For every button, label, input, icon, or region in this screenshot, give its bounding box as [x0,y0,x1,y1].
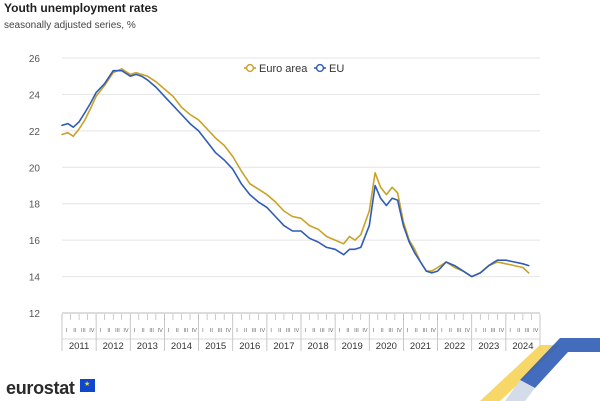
x-tick-label-quarter: II [381,328,385,334]
x-tick-label-quarter: I [66,328,68,334]
x-tick-label-quarter: II [449,328,453,334]
x-tick-label-quarter: IV [499,328,505,334]
x-tick-label-year: 2023 [478,341,499,352]
y-tick-label: 18 [29,200,41,211]
x-tick-label-year: 2012 [103,341,124,352]
x-tick-label-quarter: I [407,328,409,334]
x-tick-label-quarter: III [81,328,86,334]
x-tick-label-quarter: II [73,328,77,334]
x-tick-label-quarter: I [509,328,511,334]
x-tick-label-year: 2022 [444,341,465,352]
x-tick-label-quarter: III [388,328,393,334]
series-line-euro-area [62,69,529,277]
eurostat-logo: eurostat [6,378,75,399]
x-tick-label-year: 2017 [273,341,294,352]
x-tick-label-quarter: IV [465,328,471,334]
x-tick-label-quarter: II [415,328,419,334]
x-tick-label-quarter: IV [89,328,95,334]
y-tick-label: 14 [29,273,41,284]
x-tick-label-quarter: III [457,328,462,334]
x-tick-label-year: 2019 [342,341,363,352]
x-tick-label-quarter: IV [397,328,403,334]
x-tick-label-quarter: III [354,328,359,334]
x-tick-label-year: 2015 [205,341,226,352]
legend-label: EU [329,63,344,75]
y-tick-label: 12 [29,309,41,320]
x-tick-label-quarter: IV [158,328,164,334]
x-tick-label-year: 2024 [512,341,533,352]
y-tick-label: 24 [29,90,41,101]
x-tick-label-quarter: III [149,328,154,334]
x-tick-label-quarter: IV [533,328,539,334]
x-tick-label-quarter: II [346,328,350,334]
x-tick-label-year: 2014 [171,341,192,352]
x-tick-label-quarter: III [115,328,120,334]
x-tick-label-quarter: III [491,328,496,334]
x-tick-label-quarter: III [320,328,325,334]
x-tick-label-quarter: IV [226,328,232,334]
x-tick-label-quarter: II [107,328,111,334]
x-tick-label-quarter: I [168,328,170,334]
legend-label: Euro area [259,63,308,75]
x-tick-label-quarter: IV [294,328,300,334]
x-tick-label-year: 2011 [69,341,89,352]
legend-marker [317,65,324,72]
x-tick-label-quarter: IV [362,328,368,334]
y-tick-label: 20 [29,163,41,174]
y-tick-label: 22 [29,127,41,138]
x-tick-label-quarter: I [441,328,443,334]
x-tick-label-year: 2013 [137,341,158,352]
x-tick-label-quarter: III [286,328,291,334]
x-tick-label-year: 2021 [410,341,431,352]
x-tick-label-year: 2020 [376,341,397,352]
x-tick-label-quarter: II [278,328,282,334]
x-tick-label-quarter: II [244,328,248,334]
x-tick-label-quarter: I [100,328,102,334]
x-tick-label-quarter: I [270,328,272,334]
x-tick-label-quarter: I [134,328,136,334]
line-chart: 1214161820222426I II III IV I II III IV I II III IV… [0,0,600,401]
x-tick-label-quarter: I [339,328,341,334]
series-line-eu [62,71,529,277]
y-tick-label: 16 [29,236,41,247]
y-tick-label: 26 [29,54,41,65]
x-tick-label-quarter: III [218,328,223,334]
eu-flag-icon [80,379,95,392]
x-tick-label-quarter: III [183,328,188,334]
x-tick-label-quarter: I [202,328,204,334]
x-tick-label-quarter: III [525,328,530,334]
x-tick-label-quarter: II [176,328,180,334]
x-tick-label-quarter: IV [192,328,198,334]
x-tick-label-quarter: III [422,328,427,334]
x-tick-label-quarter: I [305,328,307,334]
x-tick-label-year: 2018 [308,341,329,352]
x-tick-label-quarter: II [312,328,316,334]
x-tick-label-quarter: I [373,328,375,334]
x-tick-label-quarter: IV [123,328,129,334]
x-tick-label-quarter: II [517,328,521,334]
x-tick-label-quarter: I [475,328,477,334]
x-tick-label-quarter: IV [328,328,334,334]
x-tick-label-quarter: I [236,328,238,334]
x-tick-label-quarter: II [142,328,146,334]
legend-marker [247,65,254,72]
x-tick-label-quarter: III [252,328,257,334]
x-tick-label-quarter: II [483,328,487,334]
x-tick-label-year: 2016 [239,341,260,352]
x-tick-label-quarter: II [210,328,214,334]
x-tick-label-quarter: IV [260,328,266,334]
x-tick-label-quarter: IV [431,328,437,334]
